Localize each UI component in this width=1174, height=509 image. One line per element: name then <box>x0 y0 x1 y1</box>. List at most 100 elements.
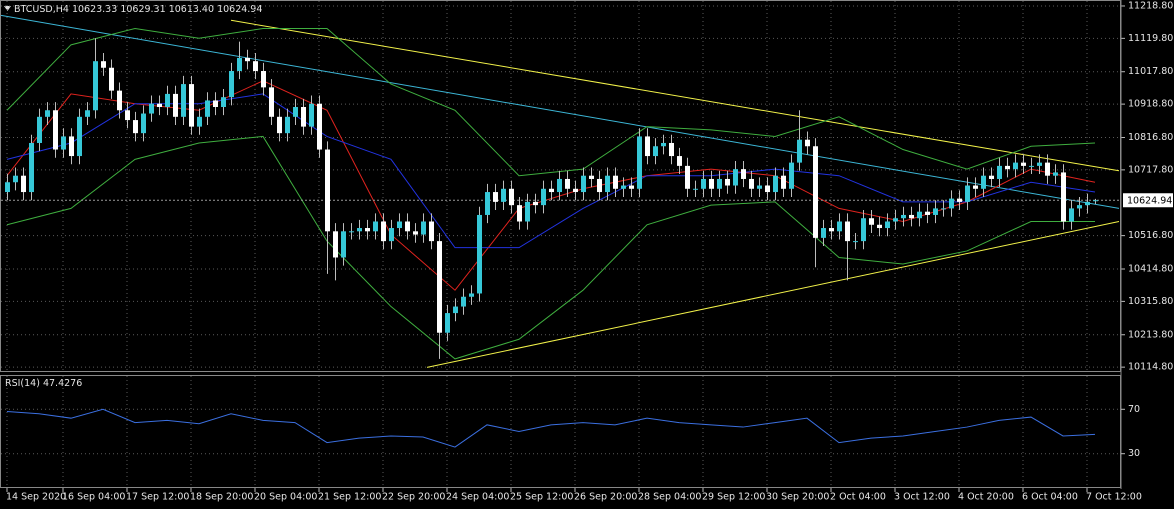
candle-body <box>485 192 490 215</box>
y-tick-label: 10918.80 <box>1128 99 1173 110</box>
candle-body <box>789 162 794 189</box>
x-tick-label: 6 Oct 04:00 <box>1022 492 1078 503</box>
candle-body <box>381 221 386 242</box>
candle-body <box>253 61 258 72</box>
indicator-line <box>6 27 1096 177</box>
candle-body <box>493 192 498 202</box>
candle-body <box>1077 205 1082 209</box>
candle-body <box>677 156 682 166</box>
x-tick-label: 18 Sep 20:00 <box>190 492 253 503</box>
candle-body <box>605 175 610 193</box>
candle-body <box>125 110 130 121</box>
candle-body <box>413 231 418 235</box>
candle-body <box>429 221 434 242</box>
candle-body <box>389 228 394 242</box>
x-tick-label: 3 Oct 12:00 <box>894 492 950 503</box>
candle-body <box>693 188 698 190</box>
candle-body <box>405 221 410 232</box>
candle-body <box>245 57 250 62</box>
candle-body <box>229 71 234 98</box>
candle-body <box>269 87 274 117</box>
candle-body <box>957 198 962 202</box>
candle-body <box>941 208 946 210</box>
candle-body <box>773 175 778 193</box>
candle-body <box>333 231 338 258</box>
candle-body <box>357 228 362 232</box>
candle-body <box>157 103 162 107</box>
candle-body <box>205 100 210 117</box>
candle-body <box>1013 162 1018 170</box>
y-tick-label: 11218.80 <box>1128 0 1173 11</box>
candle-body <box>717 178 722 189</box>
y-tick-label: 11017.80 <box>1128 66 1173 77</box>
x-tick-label: 22 Sep 20:00 <box>382 492 445 503</box>
candle-body <box>373 221 378 232</box>
candle-body <box>701 178 706 189</box>
candle-body <box>733 169 738 186</box>
candle-body <box>893 218 898 222</box>
candle-body <box>829 228 834 232</box>
candle-body <box>293 106 298 117</box>
candle-body <box>589 175 594 179</box>
x-tick-label: 21 Sep 12:00 <box>318 492 381 503</box>
candle-body <box>933 208 938 215</box>
candle-body <box>1005 165 1010 170</box>
rsi-name: RSI(14) <box>5 378 40 389</box>
candle-body <box>213 100 218 107</box>
x-tick-label: 26 Sep 20:00 <box>574 492 637 503</box>
candle-body <box>421 221 426 235</box>
y-tick-label: 10414.80 <box>1128 263 1173 274</box>
header-icon <box>4 6 11 11</box>
candle-body <box>117 90 122 111</box>
indicator-line <box>426 221 1120 368</box>
candle-body <box>29 142 34 193</box>
candle-body <box>965 185 970 202</box>
candle-body <box>21 175 26 193</box>
candle-body <box>1029 165 1034 167</box>
candle-body <box>989 175 994 179</box>
candle-body <box>301 106 306 127</box>
x-tick-label: 4 Oct 20:00 <box>958 492 1014 503</box>
candle-body <box>1021 162 1026 166</box>
y-tick-label: 10114.80 <box>1128 362 1173 373</box>
candle-body <box>525 201 530 222</box>
candle-body <box>45 110 50 117</box>
candle-body <box>325 149 330 232</box>
candle-body <box>725 178 730 186</box>
candle-body <box>949 198 954 209</box>
candle-body <box>261 71 266 88</box>
candle-body <box>997 165 1002 179</box>
candle-body <box>141 113 146 134</box>
candle-body <box>533 201 538 206</box>
candle-body <box>917 211 922 219</box>
candle-body <box>317 103 322 150</box>
candle-body <box>765 185 770 193</box>
candle-body <box>109 67 114 91</box>
candle-body <box>1069 208 1074 222</box>
candle-body <box>565 178 570 189</box>
candle-body <box>629 185 634 189</box>
rsi-header: RSI(14) 47.4276 <box>5 378 82 389</box>
candle-body <box>285 116 290 134</box>
candle-body <box>517 205 522 222</box>
candle-body <box>885 221 890 229</box>
candle-body <box>237 57 242 72</box>
candle-body <box>813 146 818 238</box>
indicator-line <box>230 19 1120 172</box>
header-high: 10629.31 <box>120 4 165 15</box>
x-tick-label: 25 Sep 12:00 <box>510 492 573 503</box>
candle-body <box>541 188 546 206</box>
candle-body <box>149 103 154 114</box>
candle-body <box>581 175 586 193</box>
candle-body <box>501 188 506 202</box>
y-tick-label: 10213.80 <box>1128 329 1173 340</box>
candle-body <box>869 218 874 225</box>
candle-body <box>509 188 514 206</box>
candle-body <box>341 231 346 258</box>
candle-body <box>77 116 82 157</box>
candle-body <box>69 136 74 157</box>
candle-body <box>1053 172 1058 176</box>
candle-body <box>93 61 98 111</box>
candle-body <box>909 214 914 219</box>
candle-body <box>861 218 866 242</box>
